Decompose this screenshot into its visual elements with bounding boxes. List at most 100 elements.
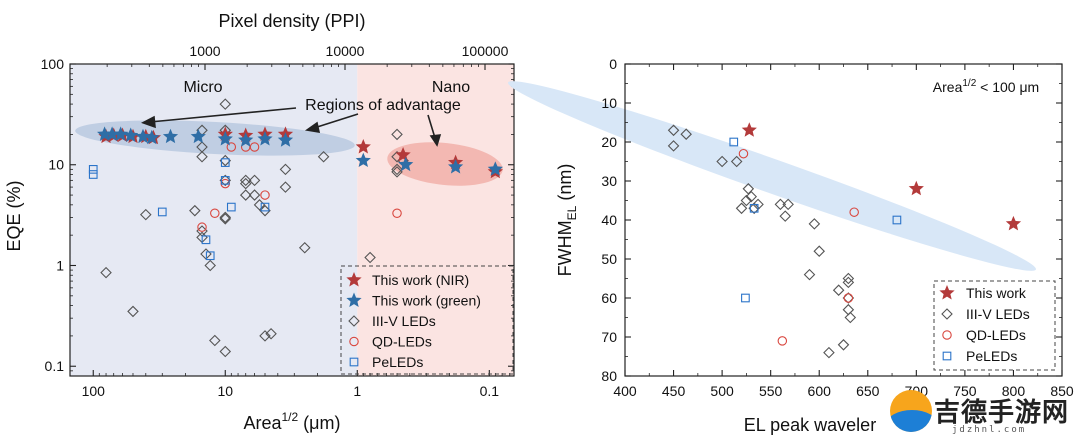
right-legend-label: III-V LEDs xyxy=(966,306,1030,322)
left-x-axis-title: Area1/2 (μm) xyxy=(243,410,340,433)
left-star-marker xyxy=(448,159,464,174)
left-y-tick-label: 10 xyxy=(48,157,64,173)
left-diamond-marker xyxy=(248,189,261,201)
regions-of-advantage-annotation: Regions of advantage xyxy=(305,97,461,114)
right-axes: 4004505005506006507007508008500102030405… xyxy=(601,56,1073,399)
left-diamond-marker xyxy=(259,330,271,342)
nano-region-label: Nano xyxy=(432,79,470,96)
left-top-tick-label: 1000 xyxy=(189,43,220,59)
right-legend: This work III-V LEDs QD-LEDs PeLEDs xyxy=(933,280,1056,371)
left-legend-label: III-V LEDs xyxy=(372,313,436,329)
left-diamond-marker xyxy=(219,213,232,225)
right-y-tick-label: 20 xyxy=(601,134,617,150)
right-y-tick-label: 30 xyxy=(601,173,617,189)
left-diamond-marker xyxy=(279,181,292,193)
right-diamond-marker xyxy=(842,292,855,304)
right-x-tick-label: 650 xyxy=(856,383,880,399)
right-diamond-marker xyxy=(680,128,692,140)
left-x-tick-label: 100 xyxy=(82,383,106,399)
right-y-tick-label: 10 xyxy=(601,95,617,111)
trend-band xyxy=(507,81,1037,271)
right-diamond-marker xyxy=(774,198,787,211)
right-diamond-marker xyxy=(745,190,758,203)
right-square-marker xyxy=(741,293,750,303)
left-star-marker xyxy=(355,152,371,167)
right-y-tick-label: 60 xyxy=(601,290,617,306)
left-diamond-marker xyxy=(127,305,139,318)
left-diamond-marker xyxy=(364,251,376,264)
right-diamond-marker xyxy=(782,198,794,211)
right-x-axis-title: EL peak waveler xyxy=(744,415,876,435)
left-star-marker xyxy=(190,128,206,144)
right-x-tick-label: 450 xyxy=(662,383,686,399)
left-data-points xyxy=(88,98,503,358)
left-star-marker xyxy=(113,126,129,141)
left-diamond-marker xyxy=(248,174,261,187)
right-area-annotation: Area1/2 < 100 μm xyxy=(933,78,1039,95)
left-circle-marker xyxy=(249,142,260,152)
left-diamond-marker xyxy=(219,98,232,110)
left-square-marker xyxy=(260,202,270,212)
left-diamond-marker xyxy=(265,327,277,340)
left-square-marker xyxy=(220,158,230,167)
left-square-marker xyxy=(226,202,236,212)
right-diamond-marker xyxy=(842,303,855,316)
nano-advantage-ellipse xyxy=(387,142,503,186)
right-star-marker xyxy=(908,180,924,196)
right-diamond-marker xyxy=(832,284,845,296)
right-circle-marker xyxy=(738,148,749,159)
right-square-marker xyxy=(749,203,759,213)
left-diamond-marker xyxy=(100,266,112,279)
left-circle-marker xyxy=(392,208,402,219)
right-star-marker xyxy=(1005,215,1022,231)
right-diamond-marker xyxy=(837,339,850,351)
left-top-axis-title: Pixel density (PPI) xyxy=(218,11,365,31)
left-diamond-marker xyxy=(239,177,252,190)
left-legend-label: PeLEDs xyxy=(372,354,423,370)
left-y-axis-title: EQE (%) xyxy=(4,180,24,251)
left-diamond-marker xyxy=(204,259,217,272)
right-x-tick-label: 850 xyxy=(1050,383,1074,399)
right-chart: 4004505005506006507007508008500102030405… xyxy=(507,56,1074,435)
right-x-tick-label: 800 xyxy=(1002,383,1026,399)
right-circle-marker xyxy=(777,336,788,346)
left-star-marker xyxy=(123,127,139,142)
watermark-subtext: jdzhnl.com xyxy=(952,425,1027,435)
left-diamond-marker xyxy=(196,141,208,153)
right-y-tick-label: 70 xyxy=(601,329,617,345)
right-y-axis-title: FWHMEL (nm) xyxy=(555,164,579,277)
left-y-tick-label: 100 xyxy=(41,56,65,72)
left-star-marker xyxy=(238,132,254,147)
left-star-marker xyxy=(104,126,120,141)
left-square-marker xyxy=(157,207,167,217)
micro-region-label: Micro xyxy=(183,79,222,96)
right-y-tick-label: 0 xyxy=(609,56,617,72)
left-square-marker xyxy=(220,176,230,185)
right-diamond-marker xyxy=(803,268,816,281)
right-x-tick-label: 400 xyxy=(613,383,637,399)
right-legend-label: QD-LEDs xyxy=(966,327,1026,343)
right-y-tick-label: 50 xyxy=(601,251,617,267)
right-y-tick-label: 40 xyxy=(601,212,617,228)
left-legend-square-marker xyxy=(349,357,359,367)
right-diamond-marker xyxy=(667,140,680,152)
annotation-arrows xyxy=(141,107,442,147)
left-diamond-marker xyxy=(391,163,403,176)
right-square-marker xyxy=(729,137,739,147)
right-diamond-marker xyxy=(730,155,743,168)
left-diamond-marker xyxy=(140,208,152,221)
left-x-tick-label: 0.1 xyxy=(480,383,500,399)
left-square-marker xyxy=(201,235,211,245)
right-x-tick-label: 600 xyxy=(808,383,832,399)
right-diamond-marker xyxy=(808,218,821,230)
left-legend-label: QD-LEDs xyxy=(372,334,432,350)
right-diamond-marker xyxy=(813,245,826,257)
left-x-tick-label: 10 xyxy=(217,383,233,399)
left-star-marker xyxy=(277,132,294,147)
left-plot-frame xyxy=(69,63,515,377)
left-legend-diamond-marker xyxy=(348,315,360,327)
right-diamond-marker xyxy=(779,210,792,222)
left-circle-marker xyxy=(210,208,220,219)
right-y-tick-label: 80 xyxy=(601,368,617,384)
left-y-tick-label: 0.1 xyxy=(45,358,65,374)
